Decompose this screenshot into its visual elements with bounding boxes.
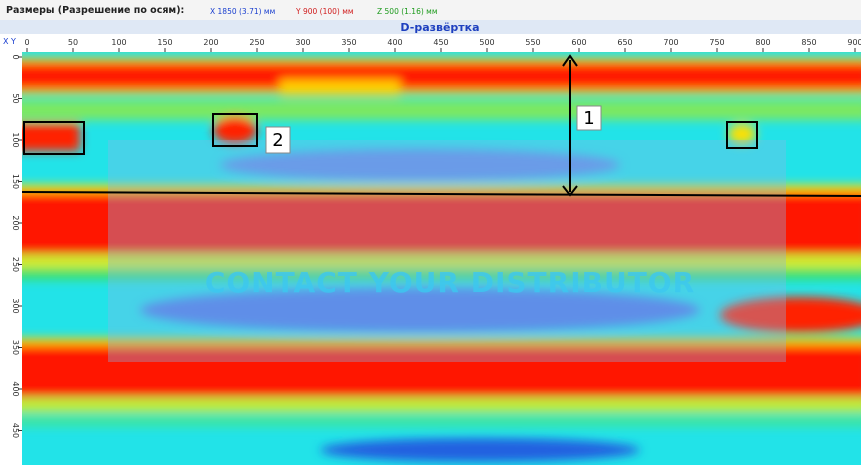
heatmap: CONTACT YOUR DISTRIBUTOR: [22, 52, 861, 465]
top-tick-label: 800: [755, 38, 770, 47]
left-axis-bg: [0, 34, 22, 465]
defect-box: [212, 113, 258, 147]
d-scan-view: D-развёртка X Y 0 50 100 150 200 250 300 350 400…: [0, 20, 861, 465]
defect-box: [23, 121, 85, 155]
top-axis: 0 50 100 150 200 250 300 350 400 450 500 550 600 650 7…: [24, 38, 861, 52]
panel-title-bar: [0, 20, 861, 34]
top-tick-label: 200: [203, 38, 218, 47]
top-tick-label: 500: [479, 38, 494, 47]
top-tick-label: 400: [387, 38, 402, 47]
left-tick-label: 200: [11, 215, 20, 230]
left-tick-label: 350: [11, 340, 20, 355]
header-bar: Размеры (Разрешение по осям): X 1850 (3.…: [0, 0, 861, 20]
top-tick-label: 900: [847, 38, 861, 47]
top-tick-label: 700: [663, 38, 678, 47]
top-tick-label: 50: [68, 38, 78, 47]
left-tick-label: 150: [11, 174, 20, 189]
annotation-label: 2: [272, 130, 283, 151]
annotation-box: [265, 126, 291, 154]
top-tick-label: 600: [571, 38, 586, 47]
top-tick-label: 750: [709, 38, 724, 47]
left-tick-label: 300: [11, 298, 20, 313]
top-tick-label: 0: [24, 38, 29, 47]
left-tick-label: 400: [11, 381, 20, 396]
z-dimension: Z 500 (1.16) мм: [377, 7, 438, 16]
annotation-box: [576, 105, 602, 131]
corner-label: X Y: [3, 37, 16, 46]
defect-box: [726, 121, 758, 149]
top-tick-label: 550: [525, 38, 540, 47]
top-axis-bg: [0, 34, 861, 52]
y-dimension: Y 900 (100) мм: [296, 7, 354, 16]
top-tick-label: 250: [249, 38, 264, 47]
top-tick-label: 100: [111, 38, 126, 47]
top-tick-label: 850: [801, 38, 816, 47]
top-tick-label: 300: [295, 38, 310, 47]
top-tick-label: 150: [157, 38, 172, 47]
watermark: CONTACT YOUR DISTRIBUTOR: [205, 266, 695, 299]
annotation-label: 1: [583, 108, 594, 129]
left-tick-label: 250: [11, 257, 20, 272]
header-title: Размеры (Разрешение по осям):: [6, 5, 185, 16]
panel-title: D-развёртка: [400, 21, 479, 34]
top-tick-label: 450: [433, 38, 448, 47]
boundary-line: [21, 191, 861, 197]
top-tick-label: 350: [341, 38, 356, 47]
left-tick-label: 50: [11, 93, 20, 103]
x-dimension: X 1850 (3.71) мм: [210, 7, 276, 16]
left-tick-label: 450: [11, 423, 20, 438]
left-tick-label: 0: [11, 54, 20, 59]
top-tick-label: 650: [617, 38, 632, 47]
left-tick-label: 100: [11, 132, 20, 147]
arrow-heads: [562, 54, 578, 197]
